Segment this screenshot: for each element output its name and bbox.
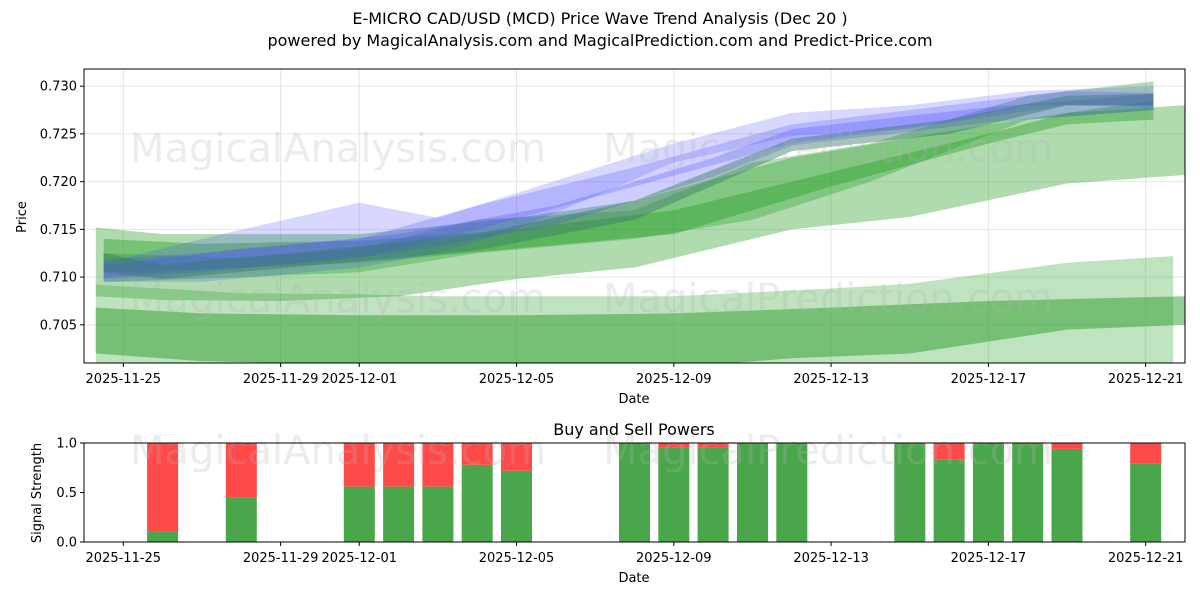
price-y-tick-label: 0.705 — [40, 318, 77, 333]
signal-x-tick-label: 2025-12-09 — [636, 551, 712, 566]
sell-bar — [658, 443, 690, 448]
sell-bar — [933, 443, 965, 460]
buy-bar — [737, 443, 768, 542]
signal-y-tick-label: 0.0 — [56, 536, 77, 551]
signal-x-tick-label: 2025-12-13 — [793, 551, 869, 566]
signal-x-tick-label: 2025-12-05 — [479, 551, 555, 566]
band-green-band-mid — [103, 81, 1154, 282]
price-y-tick-label: 0.720 — [40, 175, 77, 190]
sell-bar — [501, 443, 532, 471]
sell-bar — [147, 443, 179, 532]
signal-chart-title: Buy and Sell Powers — [553, 420, 715, 439]
band-green-band-narrow — [103, 100, 1154, 273]
price-y-tick-label: 0.725 — [40, 127, 77, 142]
sell-bar — [225, 443, 257, 498]
buy-bar — [894, 443, 926, 542]
watermark-analysis-top: MagicalAnalysis.com — [130, 126, 546, 172]
signal-x-axis-label: Date — [618, 571, 649, 586]
watermark-prediction-mid: MagicalPrediction.com — [603, 276, 1053, 322]
signal-x-tick-label: 2025-12-21 — [1108, 551, 1184, 566]
signal-x-tick-label: 2025-12-17 — [951, 551, 1027, 566]
signal-y-tick-label: 0.5 — [56, 486, 77, 501]
price-y-axis-label: Price — [15, 201, 30, 233]
signal-x-tick-label: 2025-11-25 — [86, 551, 162, 566]
band-blue-band-3 — [103, 93, 1154, 279]
price-x-axis-label: Date — [618, 392, 649, 407]
price-x-tick-label: 2025-12-21 — [1108, 372, 1184, 387]
signal-x-tick-label: 2025-11-29 — [243, 551, 319, 566]
buy-bar — [658, 447, 690, 542]
price-x-tick-label: 2025-12-09 — [636, 372, 712, 387]
band-teal-core — [103, 93, 1154, 279]
signal-x-tick-label: 2025-12-01 — [321, 551, 397, 566]
sell-bar — [1130, 443, 1162, 464]
price-x-tick-label: 2025-12-01 — [321, 372, 397, 387]
band-blue-band-1 — [103, 86, 1154, 282]
buy-bar — [972, 443, 1004, 542]
price-axes: 2025-11-25 2025-11-29 2025-12-01 2025-12-05… — [40, 80, 1184, 387]
buy-bar — [776, 443, 808, 542]
buy-bar — [422, 486, 454, 542]
price-y-tick-label: 0.715 — [40, 223, 77, 238]
price-x-tick-label: 2025-12-17 — [951, 372, 1027, 387]
signal-axes: 2025-11-25 2025-11-29 2025-12-01 2025-12-05… — [56, 437, 1183, 567]
buy-bar — [501, 470, 532, 542]
watermark-analysis-mid: MagicalAnalysis.com — [130, 276, 546, 322]
buy-bar — [147, 531, 179, 542]
buy-bar — [933, 459, 965, 542]
signal-watermarks: MagicalAnalysis.com MagicalPrediction.co… — [130, 428, 1053, 474]
buy-bar — [619, 443, 650, 542]
band-green-band-bottom-dark — [95, 296, 1185, 363]
price-x-tick-label: 2025-12-13 — [793, 372, 869, 387]
signal-y-tick-label: 1.0 — [56, 437, 77, 452]
price-y-tick-label: 0.710 — [40, 271, 77, 286]
buy-bar — [1051, 448, 1083, 542]
signal-bars — [147, 443, 1162, 542]
buy-bar — [1130, 463, 1162, 542]
watermark-prediction-bottom: MagicalPrediction.com — [603, 428, 1053, 474]
price-y-tick-label: 0.730 — [40, 80, 77, 95]
band-blue-band-2 — [103, 91, 1154, 278]
sell-bar — [1051, 443, 1083, 449]
price-x-tick-label: 2025-11-25 — [86, 372, 162, 387]
buy-bar — [1012, 443, 1044, 542]
chart-subtitle: powered by MagicalAnalysis.com and Magic… — [267, 31, 933, 50]
sell-bar — [697, 443, 729, 448]
price-x-tick-label: 2025-11-29 — [243, 372, 319, 387]
price-watermarks: MagicalAnalysis.com MagicalPrediction.co… — [130, 126, 1053, 322]
price-wave-bands — [95, 81, 1185, 363]
buy-bar — [225, 497, 257, 542]
buy-bar — [461, 464, 493, 542]
band-green-band-wide-top — [95, 105, 1185, 301]
sell-bar — [343, 443, 375, 487]
watermark-prediction-top: MagicalPrediction.com — [603, 126, 1053, 172]
buy-bar — [343, 486, 375, 542]
sell-bar — [422, 443, 454, 487]
sell-bar — [383, 443, 415, 487]
buy-bar — [697, 447, 729, 542]
buy-bar — [383, 486, 415, 542]
chart-title: E-MICRO CAD/USD (MCD) Price Wave Trend A… — [352, 9, 848, 28]
price-plot-frame — [83, 68, 1186, 364]
band-green-band-bottom-light — [95, 256, 1174, 363]
price-x-tick-label: 2025-12-05 — [479, 372, 555, 387]
watermark-analysis-bottom: MagicalAnalysis.com — [130, 428, 546, 474]
sell-bar — [461, 443, 493, 465]
signal-y-axis-label: Signal Strength — [30, 443, 45, 543]
